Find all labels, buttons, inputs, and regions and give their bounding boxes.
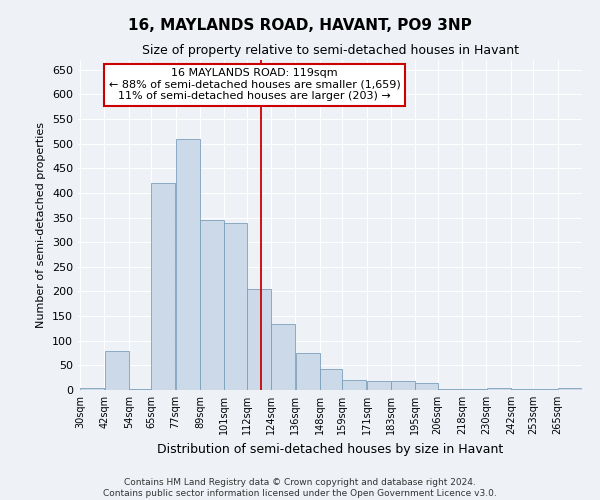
Bar	[129, 388, 151, 390]
Bar	[296, 353, 320, 390]
Bar	[80, 388, 104, 390]
Title: Size of property relative to semi-detached houses in Havant: Size of property relative to semi-detach…	[142, 44, 518, 58]
Bar	[200, 220, 224, 390]
Bar	[271, 324, 295, 390]
Text: Contains HM Land Registry data © Crown copyright and database right 2024.
Contai: Contains HM Land Registry data © Crown c…	[103, 478, 497, 498]
Bar	[391, 381, 415, 390]
Bar	[343, 380, 367, 390]
Text: 16, MAYLANDS ROAD, HAVANT, PO9 3NP: 16, MAYLANDS ROAD, HAVANT, PO9 3NP	[128, 18, 472, 32]
Bar	[224, 222, 247, 390]
Bar	[367, 381, 391, 390]
Bar	[415, 382, 437, 390]
Y-axis label: Number of semi-detached properties: Number of semi-detached properties	[37, 122, 46, 328]
Bar	[462, 389, 487, 390]
Bar	[438, 389, 462, 390]
Text: 16 MAYLANDS ROAD: 119sqm
← 88% of semi-detached houses are smaller (1,659)
11% o: 16 MAYLANDS ROAD: 119sqm ← 88% of semi-d…	[109, 68, 400, 102]
X-axis label: Distribution of semi-detached houses by size in Havant: Distribution of semi-detached houses by …	[157, 442, 503, 456]
Bar	[511, 389, 533, 390]
Bar	[558, 388, 582, 390]
Bar	[176, 139, 200, 390]
Bar	[151, 183, 175, 390]
Bar	[487, 388, 511, 390]
Bar	[247, 289, 271, 390]
Bar	[104, 350, 128, 390]
Bar	[320, 370, 342, 390]
Bar	[533, 389, 557, 390]
